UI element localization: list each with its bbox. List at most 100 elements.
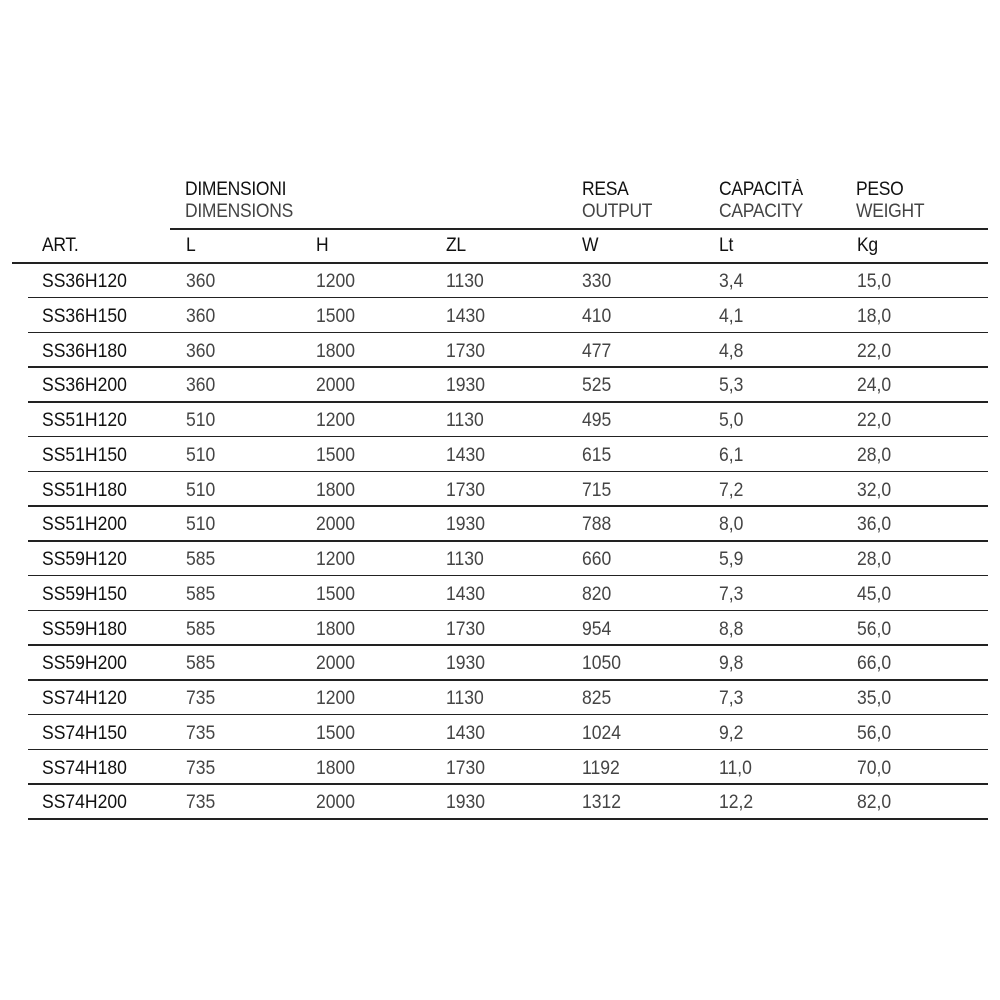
cell-zl: 1430	[446, 582, 486, 605]
cell-lt: 3,4	[719, 270, 744, 292]
cell-w: 525	[582, 374, 612, 397]
cell-zl: 1930	[446, 791, 486, 814]
col-header-w: W	[582, 235, 599, 256]
cell-kg: 35,0	[857, 687, 892, 709]
cell-h: 2000	[316, 374, 356, 397]
cell-kg: 22,0	[857, 409, 892, 431]
row-divider	[28, 783, 988, 785]
cell-art: SS59H120	[42, 548, 127, 570]
group-weight-it: PESO	[856, 179, 904, 200]
cell-h: 1200	[316, 409, 356, 431]
cell-l: 735	[186, 791, 216, 814]
cell-h: 1800	[316, 617, 356, 640]
row-divider	[28, 644, 988, 646]
cell-l: 510	[186, 513, 216, 536]
cell-kg: 24,0	[857, 374, 892, 397]
cell-zl: 1430	[446, 304, 486, 327]
cell-h: 1200	[316, 687, 356, 709]
cell-w: 1312	[582, 791, 622, 814]
cell-w: 715	[582, 478, 612, 501]
row-divider	[28, 679, 988, 681]
cell-art: SS59H180	[42, 617, 127, 640]
col-header-zl: ZL	[446, 235, 466, 256]
row-divider	[28, 366, 988, 368]
col-header-art: ART.	[42, 235, 79, 256]
row-divider	[28, 435, 988, 438]
cell-h: 1500	[316, 721, 356, 744]
cell-art: SS51H200	[42, 513, 127, 536]
cell-lt: 9,2	[719, 721, 744, 744]
cell-zl: 1930	[446, 513, 486, 536]
cell-l: 360	[186, 374, 216, 397]
cell-zl: 1430	[446, 721, 486, 744]
cell-lt: 4,8	[719, 339, 744, 362]
cell-art: SS74H120	[42, 687, 127, 709]
cell-kg: 66,0	[857, 652, 892, 675]
cell-art: SS59H150	[42, 582, 127, 605]
cell-zl: 1130	[446, 270, 484, 292]
cell-l: 735	[186, 721, 216, 744]
cell-w: 1192	[582, 756, 620, 779]
row-divider	[28, 609, 988, 611]
cell-h: 1500	[316, 443, 356, 466]
group-capacity-it: CAPACITÀ	[719, 179, 803, 200]
cell-w: 660	[582, 548, 612, 570]
cell-w: 495	[582, 409, 612, 431]
col-header-kg: Kg	[857, 235, 878, 256]
cell-lt: 5,3	[719, 374, 744, 397]
cell-kg: 15,0	[857, 270, 892, 292]
cell-l: 585	[186, 617, 216, 640]
cell-lt: 9,8	[719, 652, 744, 675]
cell-l: 360	[186, 270, 216, 292]
cell-art: SS36H180	[42, 339, 127, 362]
cell-zl: 1730	[446, 339, 486, 362]
cell-l: 510	[186, 478, 216, 501]
cell-zl: 1130	[446, 687, 484, 709]
cell-w: 1024	[582, 721, 622, 744]
cell-l: 360	[186, 304, 216, 327]
cell-lt: 12,2	[719, 791, 754, 814]
cell-lt: 5,9	[719, 548, 744, 570]
cell-kg: 70,0	[857, 756, 892, 779]
cell-kg: 56,0	[857, 721, 892, 744]
cell-art: SS36H120	[42, 270, 127, 292]
cell-w: 330	[582, 270, 612, 292]
cell-w: 788	[582, 513, 612, 536]
cell-l: 510	[186, 409, 216, 431]
col-header-h: H	[316, 235, 329, 256]
row-divider	[28, 818, 988, 820]
col-header-l: L	[186, 235, 196, 256]
cell-l: 585	[186, 582, 216, 605]
col-header-lt: Lt	[719, 235, 734, 256]
cell-zl: 1930	[446, 652, 486, 675]
row-divider	[28, 713, 988, 716]
cell-art: SS51H120	[42, 409, 127, 431]
cell-h: 1500	[316, 582, 356, 605]
cell-lt: 11,0	[719, 756, 752, 779]
row-divider	[28, 574, 988, 577]
cell-kg: 22,0	[857, 339, 892, 362]
group-dimensions-en: DIMENSIONS	[185, 201, 293, 222]
row-divider	[28, 296, 988, 299]
cell-art: SS36H200	[42, 374, 127, 397]
cell-kg: 56,0	[857, 617, 892, 640]
cell-lt: 8,0	[719, 513, 744, 536]
cell-lt: 4,1	[719, 304, 744, 327]
cell-l: 585	[186, 548, 216, 570]
cell-art: SS51H150	[42, 443, 127, 466]
cell-h: 1200	[316, 270, 356, 292]
cell-h: 1200	[316, 548, 356, 570]
cell-w: 410	[582, 304, 612, 327]
cell-zl: 1730	[446, 617, 486, 640]
column-header-divider	[12, 262, 988, 264]
cell-zl: 1430	[446, 443, 486, 466]
cell-w: 477	[582, 339, 612, 362]
cell-w: 954	[582, 617, 612, 640]
cell-h: 1800	[316, 756, 356, 779]
cell-art: SS59H200	[42, 652, 127, 675]
cell-l: 585	[186, 652, 216, 675]
cell-lt: 7,3	[719, 687, 744, 709]
cell-art: SS74H200	[42, 791, 127, 814]
row-divider	[28, 470, 988, 472]
row-divider	[28, 331, 988, 333]
